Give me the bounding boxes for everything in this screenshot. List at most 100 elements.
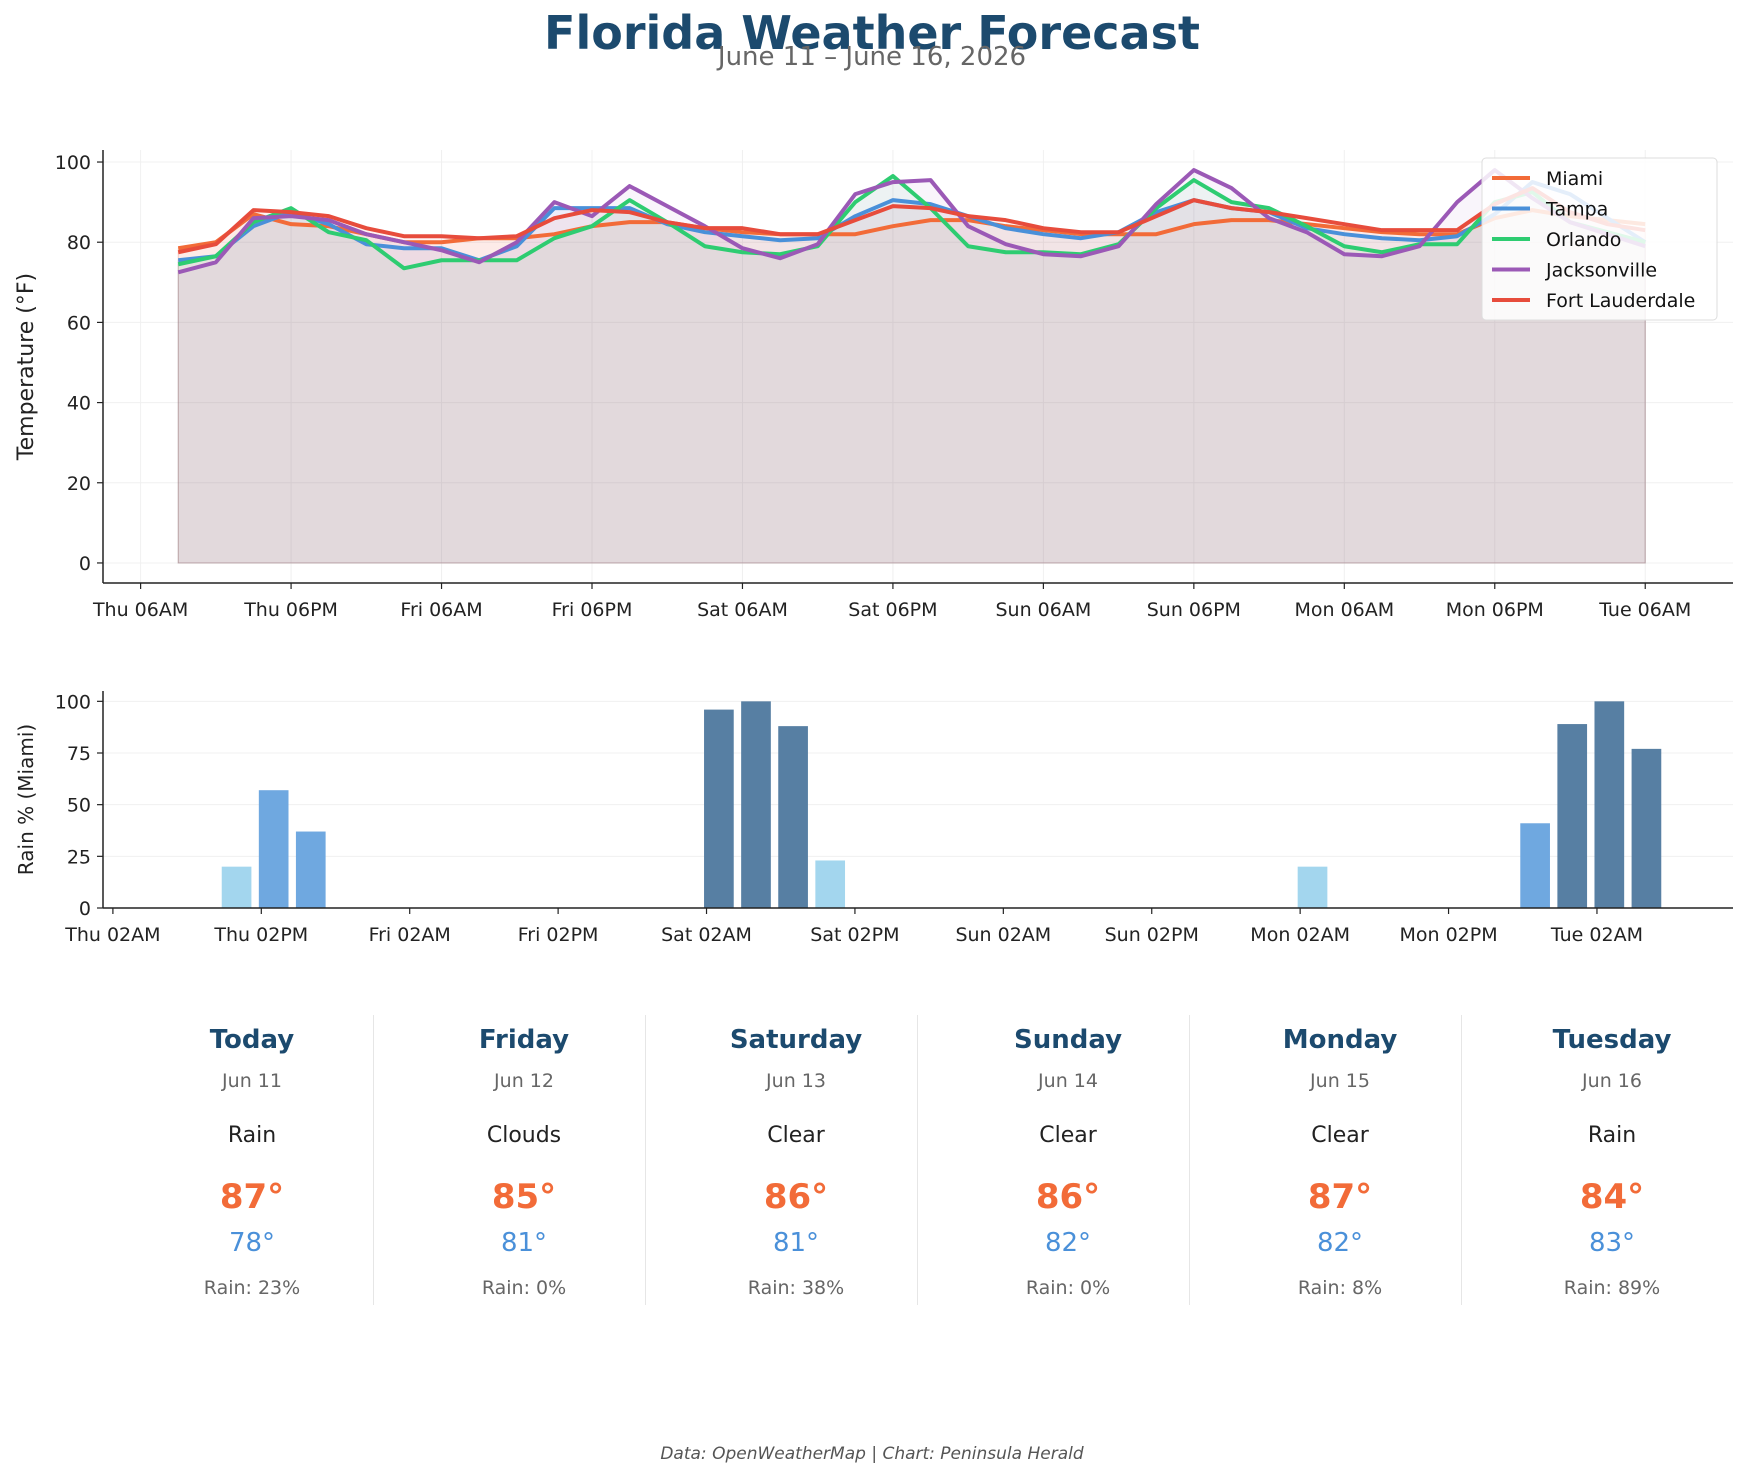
card-divider [373,1015,374,1305]
day-high-temp: 87° [219,1177,285,1217]
legend-label: Fort Lauderdale [1546,290,1695,312]
rain-bar [295,831,326,908]
rain-bar [704,709,734,908]
rain-bar [221,866,252,908]
forecast-card-monday: Monday Jun 15 Clear 87° 82° Rain: 8% [1204,1015,1476,1305]
forecast-card-saturday: Saturday Jun 13 Clear 86° 81° Rain: 38% [660,1015,932,1305]
card-divider [645,1015,646,1305]
day-high-temp: 86° [763,1177,829,1217]
day-name: Tuesday [1552,1025,1672,1055]
series-line-jacksonville [177,168,1646,275]
rain-bar [1297,866,1328,908]
rain-bar [778,726,808,908]
x-tick-label: Mon 02PM [1399,924,1497,946]
card-divider [1189,1015,1190,1305]
day-name: Sunday [1013,1025,1123,1055]
day-low-temp: 83° [1588,1228,1636,1258]
y-tick-label: 80 [67,232,91,254]
day-date: Jun 16 [1582,1070,1642,1092]
forecast-card-friday: Friday Jun 12 Clouds 85° 81° Rain: 0% [388,1015,660,1305]
x-tick-label: Thu 02AM [64,924,160,946]
series-line-orlando [177,174,1646,271]
x-tick-label: Fri 02PM [518,924,599,946]
y-tick-label: 25 [67,846,91,868]
day-high-temp: 86° [1035,1177,1101,1217]
rain-bar [258,790,289,908]
y-tick-label: 20 [67,473,91,495]
forecast-card-today: Today Jun 11 Rain 87° 78° Rain: 23% [116,1015,388,1305]
x-tick-label: Sun 06PM [1147,599,1241,621]
x-tick-label: Thu 02PM [213,924,308,946]
x-tick-label: Tue 06AM [1598,599,1691,621]
rain-bar [815,860,846,908]
y-tick-label: 75 [67,743,91,765]
x-tick-label: Sun 06AM [996,599,1092,621]
x-tick-label: Sat 02PM [810,924,899,946]
forecast-card-sunday: Sunday Jun 14 Clear 86° 82° Rain: 0% [932,1015,1204,1305]
x-tick-label: Thu 06PM [243,599,338,621]
day-name: Saturday [729,1025,863,1055]
x-tick-label: Mon 06AM [1294,599,1394,621]
legend-label: Orlando [1546,229,1621,251]
x-tick-label: Fri 06AM [400,599,482,621]
day-condition: Rain [1587,1123,1637,1148]
day-date: Jun 15 [1310,1070,1370,1092]
data-credit: Data: OpenWeatherMap | Chart: Peninsula … [660,1444,1084,1464]
card-divider [1461,1015,1462,1305]
day-condition: Rain [227,1123,277,1148]
x-tick-label: Thu 06AM [92,599,188,621]
forecast-card-tuesday: Tuesday Jun 16 Rain 84° 83° Rain: 89% [1476,1015,1744,1305]
x-tick-label: Mon 06PM [1446,599,1544,621]
y-tick-label: 0 [79,898,91,920]
day-date: Jun 11 [222,1070,282,1092]
y-tick-label: 100 [55,691,91,713]
y-tick-label: 100 [55,152,91,174]
x-tick-label: Fri 06PM [552,599,633,621]
day-name: Monday [1282,1025,1398,1055]
rain-bar [1594,701,1625,908]
rain-bar [1631,748,1662,908]
x-tick-label: Sat 02AM [661,924,752,946]
day-condition: Clear [1311,1123,1369,1148]
y-tick-label: 40 [67,393,91,415]
day-date: Jun 14 [1038,1070,1098,1092]
day-low-temp: 82° [1316,1228,1364,1258]
legend-label: Jacksonville [1545,260,1657,282]
x-tick-label: Sat 06PM [848,599,937,621]
rain-bar [1557,724,1588,908]
day-condition: Clear [767,1123,825,1148]
forecast-cards: Today Jun 11 Rain 87° 78° Rain: 23% Frid… [116,1015,1671,1305]
day-rain-chance: Rain: 89% [1563,1277,1661,1299]
x-tick-label: Sat 06AM [697,599,788,621]
y-tick-label: 50 [67,795,91,817]
day-rain-chance: Rain: 38% [747,1277,845,1299]
x-tick-label: Sun 02AM [955,924,1051,946]
y-tick-label: 60 [67,312,91,334]
day-name: Today [209,1025,295,1055]
day-rain-chance: Rain: 0% [1025,1277,1111,1299]
day-high-temp: 84° [1579,1177,1645,1217]
day-date: Jun 12 [494,1070,554,1092]
day-condition: Clouds [486,1123,562,1148]
chart-title: Florida Weather Forecast [544,6,1200,60]
series-line-fort-lauderdale [177,186,1646,255]
day-high-temp: 85° [491,1177,557,1217]
card-divider [917,1015,918,1305]
rain-chart: 0 25 50 75 100 Thu 02AM Thu 02PM Fri 02AM Fri 02… [14,691,1733,946]
rain-bar [741,701,771,908]
day-low-temp: 81° [500,1228,548,1258]
day-low-temp: 78° [228,1228,276,1258]
x-tick-label: Tue 02AM [1550,924,1643,946]
x-tick-label: Mon 02AM [1250,924,1350,946]
y-tick-label: 0 [79,553,91,575]
rain-bar [1520,823,1550,908]
day-date: Jun 13 [766,1070,826,1092]
legend-box [1481,157,1718,321]
legend-label: Miami [1546,168,1603,190]
day-low-temp: 81° [772,1228,820,1258]
day-rain-chance: Rain: 23% [203,1277,301,1299]
day-rain-chance: Rain: 8% [1297,1277,1383,1299]
day-rain-chance: Rain: 0% [481,1277,567,1299]
y-axis-label: Temperature (°F) [14,273,39,461]
legend-label: Tampa [1545,199,1608,221]
